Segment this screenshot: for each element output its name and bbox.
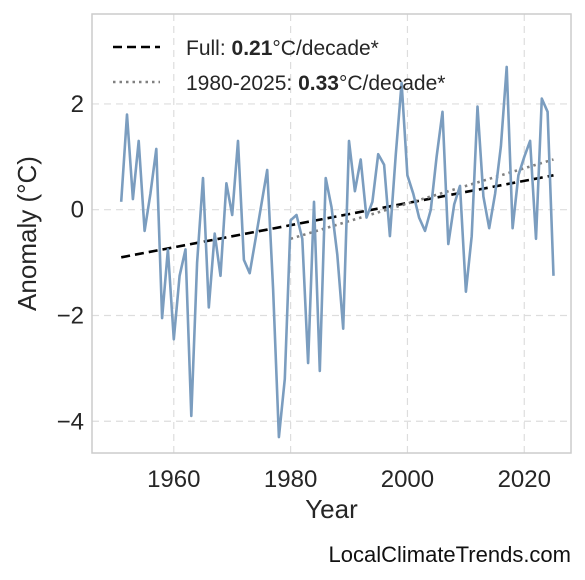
series-lines: [119, 65, 555, 439]
legend-rate-value: 0.21: [232, 37, 273, 60]
legend: Full: 0.21°C/decade*1980-2025: 0.33°C/de…: [113, 37, 445, 95]
x-tick-label: 2020: [498, 466, 551, 493]
legend-rate-value: 0.33: [298, 72, 339, 95]
trend-lines: [120, 158, 554, 259]
legend-entry: Full: 0.21°C/decade*: [186, 37, 379, 60]
watermark-text: LocalClimateTrends.com: [328, 542, 572, 567]
trend-line-full: [120, 174, 554, 259]
x-tick-label: 1980: [264, 466, 317, 493]
legend-prefix: 1980-2025:: [186, 72, 298, 95]
axes-frame: [91, 13, 572, 454]
y-tick-label: −4: [57, 408, 84, 435]
y-tick-labels: −4 −2 0 2: [57, 91, 84, 435]
x-tick-labels: 1960 1980 2000 2020: [147, 466, 551, 493]
y-tick-label: 0: [71, 197, 84, 224]
y-axis-label: Anomaly (°C): [12, 156, 42, 311]
x-tick-label: 2000: [381, 466, 434, 493]
x-tick-label: 1960: [147, 466, 200, 493]
anomaly-series-line: [119, 65, 555, 439]
legend-prefix: Full:: [186, 37, 232, 60]
legend-suffix: °C/decade*: [339, 72, 445, 95]
y-tick-label: −2: [57, 302, 84, 329]
legend-suffix: °C/decade*: [272, 37, 378, 60]
legend-entry: 1980-2025: 0.33°C/decade*: [186, 72, 445, 95]
y-tick-label: 2: [71, 91, 84, 118]
x-axis-label: Year: [305, 494, 358, 524]
